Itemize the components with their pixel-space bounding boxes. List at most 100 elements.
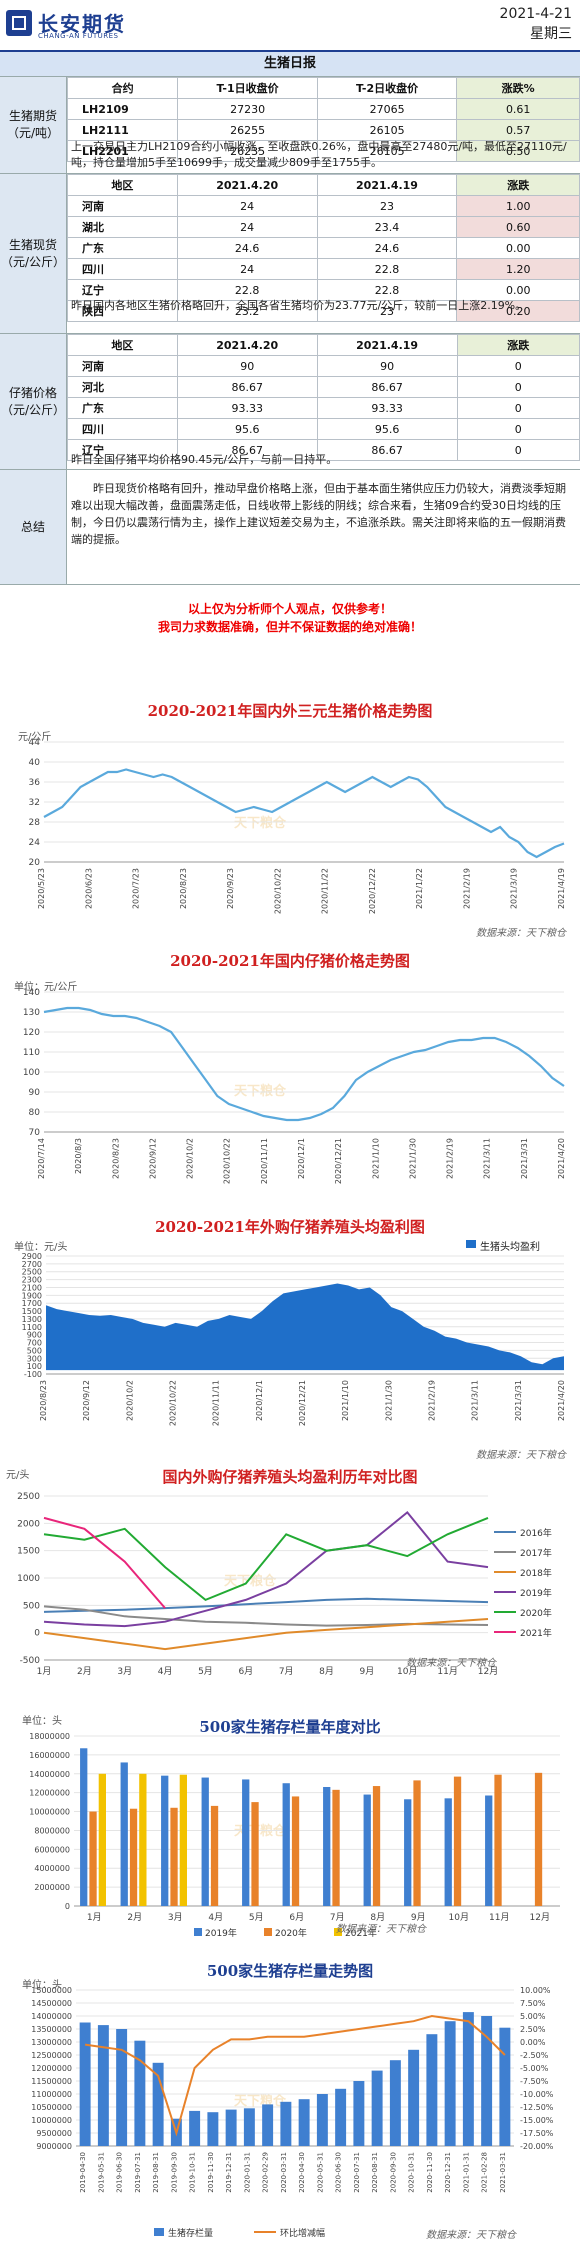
table-cell: 0 — [456, 397, 580, 419]
bar — [152, 2062, 164, 2146]
x-tick-label: 2020/12/1 — [255, 1380, 264, 1421]
table-cell: LH2201 — [66, 140, 179, 162]
table-header-row: 地区 2021.4.20 2021.4.19 涨跌 — [67, 174, 580, 196]
bar — [481, 2016, 493, 2146]
x-tick-label: 2020/12/1 — [297, 1138, 306, 1179]
x-tick-label: 2月 — [127, 1912, 142, 1923]
summary-section: 总结 昨日现货价格略有回升，推动早盘价格略上涨，但由于基本面生猪供应压力仍较大，… — [0, 470, 580, 585]
x-tick-label: 2020/7/14 — [37, 1138, 46, 1179]
x-tick-label: 7月 — [330, 1912, 345, 1923]
y-tick-label: 4000000 — [34, 1864, 70, 1873]
series-line — [84, 2014, 506, 2137]
x-tick-label: 2020/6/23 — [84, 868, 93, 909]
bar-2020年 — [291, 1796, 300, 1906]
table-cell: 0 — [456, 355, 580, 377]
table-cell: 湖北 — [67, 216, 178, 238]
table-cell: 86.67 — [176, 376, 318, 398]
y-tick-label: 18000000 — [29, 1732, 70, 1741]
table-cell: 1.20 — [456, 258, 580, 280]
y2-tick-label: 5.00% — [520, 2012, 546, 2021]
table-row: 河南 24 23 1.00 — [67, 195, 580, 217]
table-row: 广东 93.33 93.33 0 — [67, 397, 580, 419]
x-tick-label: 2021-02-28 — [481, 2152, 489, 2193]
chart-source: 数据来源：天下粮仓 — [336, 1924, 426, 1935]
y-tick-label: 300 — [27, 1354, 42, 1363]
x-tick-label: 2020/11/22 — [321, 868, 330, 914]
piglet-section: 仔猪价格（元/公斤） 地区 2021.4.20 2021.4.19 涨跌 河南 90 90 0… — [0, 334, 580, 470]
table-cell: 23.2 — [176, 300, 318, 322]
spot-note: 昨日国内各地区生猪价格略回升，全国各省生猪均价为23.77元/公斤，较前一日上涨… — [71, 299, 527, 312]
x-tick-label: 2020/10/2 — [186, 1138, 195, 1179]
y2-tick-label: -15.00% — [520, 2116, 554, 2125]
chart-piglet-profit: 2020-2021年外购仔猪养殖头均盈利图 单位：元/头 生猪头均盈利 天下粮仓… — [4, 1212, 576, 1462]
x-tick-label: 2021/2/19 — [428, 1380, 437, 1421]
x-tick-label: 2020-11-30 — [426, 2152, 434, 2193]
x-tick-label: 2020/8/23 — [179, 868, 188, 909]
column-header: T-2日收盘价 — [316, 77, 458, 99]
x-tick-label: 2021/4/20 — [557, 1380, 566, 1421]
table-cell: 24 — [176, 195, 318, 217]
bar-2020年 — [129, 1808, 138, 1906]
x-tick-label: 2020-08-31 — [371, 2152, 379, 2193]
bar-2020年 — [89, 1811, 97, 1906]
y-tick-label: 130 — [23, 1008, 40, 1018]
x-tick-label: 5月 — [249, 1912, 264, 1923]
x-tick-label: 6月 — [238, 1666, 253, 1677]
x-tick-label: 2020/10/22 — [223, 1138, 232, 1184]
chart-canvas: 20 24 28 32 36 40 44 2020/5/23 2020/6/23 2020/7/2… — [29, 738, 566, 914]
table-cell: 陕西 — [67, 300, 178, 322]
table-cell: 86.67 — [316, 376, 458, 398]
bar — [298, 2099, 310, 2146]
y-tick-label: 20 — [29, 858, 41, 868]
x-tick-label: 7月 — [279, 1666, 294, 1677]
chart-inventory-trend: 500家生猪存栏量走势图 单位：头 天下粮仓 9000000 9500000 100… — [4, 1950, 576, 2246]
chart-unit: 单位：元/头 — [14, 1242, 68, 1253]
chart-unit: 单位：头 — [22, 1716, 62, 1727]
bar-2020年 — [251, 1802, 259, 1906]
legend-label: 2020年 — [520, 1607, 552, 1619]
x-tick-label: 2020-10-31 — [408, 2152, 416, 2193]
table-row: LH2201 26235 26105 0.50 — [66, 140, 580, 162]
chart-unit: 单位：头 — [22, 1980, 62, 1991]
y-tick-label: 900 — [27, 1331, 42, 1340]
chart-title: 2020-2021年国内仔猪价格走势图 — [170, 952, 410, 970]
x-tick-label: 12月 — [478, 1666, 498, 1677]
x-tick-label: 2020/8/3 — [74, 1138, 83, 1174]
spot-section: 生猪现货（元/公斤） 地区 2021.4.20 2021.4.19 涨跌 河南 24 23 1… — [0, 174, 580, 334]
table-row: 辽宁 86.67 86.67 0 — [67, 439, 580, 461]
y-tick-label: 0 — [34, 1629, 40, 1639]
y-tick-label: -100 — [24, 1370, 42, 1379]
x-tick-label: 10月 — [397, 1666, 417, 1677]
x-tick-label: 8月 — [319, 1666, 334, 1677]
y-tick-label: 44 — [29, 738, 41, 748]
table-row: 河北 86.67 86.67 0 — [67, 376, 580, 398]
bar-2019年 — [80, 1748, 88, 1906]
legend-label: 2018年 — [520, 1567, 552, 1579]
chart-sanyuan-price: 2020-2021年国内外三元生猪价格走势图 元/公斤 天下粮仓 20 24 28 3… — [4, 692, 576, 942]
legend-swatch — [194, 1928, 202, 1936]
x-tick-label: 2020-02-29 — [262, 2152, 270, 2193]
x-tick-label: 2021/2/19 — [462, 868, 471, 909]
table-row: 四川 24 22.8 1.20 — [67, 258, 580, 280]
y2-tick-label: 10.00% — [520, 1986, 551, 1995]
x-tick-label: 2021/1/10 — [341, 1380, 350, 1421]
bar-2019年 — [404, 1799, 412, 1906]
y-tick-label: 15000000 — [31, 1986, 72, 1995]
x-tick-label: 2021/4/19 — [557, 868, 566, 909]
x-tick-label: 11月 — [489, 1912, 509, 1923]
table-cell: 27230 — [177, 98, 318, 120]
y-tick-label: 500 — [23, 1601, 40, 1611]
y-tick-label: 12500000 — [31, 2051, 72, 2060]
x-tick-label: 2020/7/23 — [132, 868, 141, 909]
y-tick-label: 140 — [23, 988, 40, 998]
chart-piglet-price: 2020-2021年国内仔猪价格走势图 单位：元/公斤 天下粮仓 70 80 90 1… — [4, 940, 576, 1210]
chart-source: 数据来源：天下粮仓 — [406, 1658, 496, 1669]
y2-tick-label: -17.50% — [520, 2129, 554, 2138]
bar — [499, 2027, 511, 2146]
chart-source: 数据来源：天下粮仓 — [426, 2230, 516, 2241]
table-cell: 0.60 — [456, 216, 580, 238]
x-tick-label: 2020-06-30 — [335, 2152, 343, 2193]
bar — [444, 2021, 456, 2146]
bar — [116, 2029, 128, 2146]
x-tick-label: 2020/10/22 — [273, 868, 282, 914]
